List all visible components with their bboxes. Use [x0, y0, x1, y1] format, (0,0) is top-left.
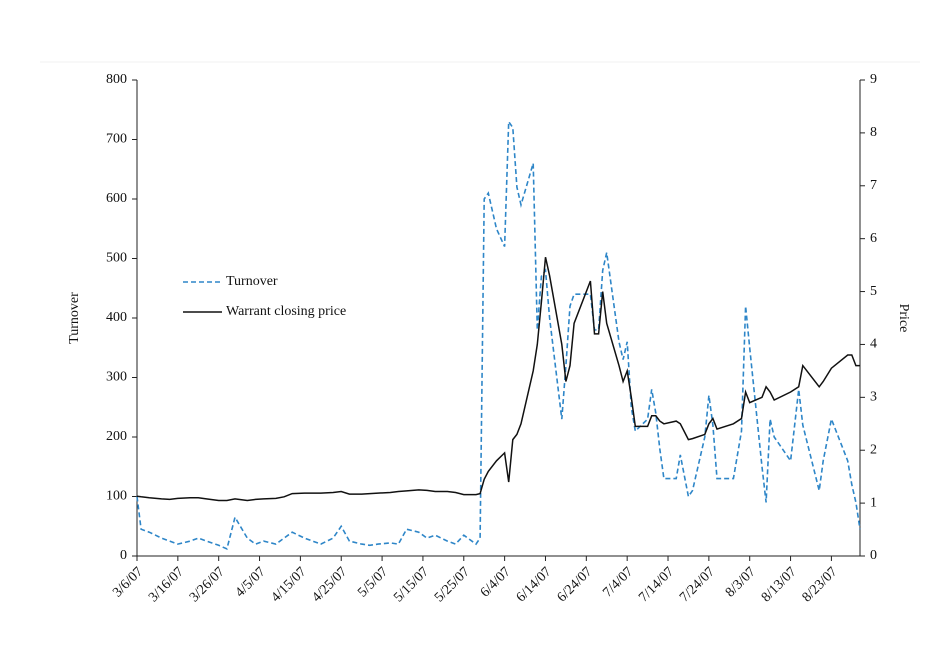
y2-tick-label: 0	[870, 548, 877, 563]
series-line	[136, 257, 860, 502]
x-tick-label: 5/25/07	[432, 564, 473, 605]
x-tick-label: 8/3/07	[723, 564, 759, 600]
y-tick-label: 0	[120, 548, 127, 563]
y-tick-label: 400	[106, 310, 127, 325]
y-tick-label: 200	[106, 429, 127, 444]
y-tick-label: 600	[106, 191, 127, 206]
y2-tick-label: 3	[870, 390, 877, 405]
x-tick-label: 7/4/07	[600, 564, 636, 600]
x-tick-label: 6/14/07	[514, 564, 555, 605]
y2-tick-label: 1	[870, 495, 877, 510]
x-tick-label: 3/26/07	[187, 564, 228, 605]
y-tick-label: 300	[106, 370, 127, 385]
y2-axis-label: Price	[896, 304, 911, 333]
y2-tick-label: 5	[870, 284, 877, 299]
x-tick-label: 5/5/07	[355, 564, 391, 600]
y2-tick-label: 6	[870, 231, 877, 246]
y-tick-label: 100	[106, 489, 127, 504]
x-tick-label: 4/15/07	[269, 564, 310, 605]
x-tick-label: 7/14/07	[636, 564, 677, 605]
legend-label: Warrant closing price	[226, 304, 346, 319]
y2-tick-label: 7	[870, 178, 877, 193]
y-tick-label: 500	[106, 251, 127, 266]
y2-tick-label: 2	[870, 442, 877, 457]
x-tick-label: 8/23/07	[800, 564, 841, 605]
x-tick-label: 7/24/07	[677, 564, 718, 605]
x-tick-label: 8/13/07	[759, 564, 800, 605]
y2-tick-label: 9	[870, 72, 877, 87]
legend-label: Turnover	[226, 274, 278, 289]
x-tick-label: 4/25/07	[309, 564, 350, 605]
series-line	[136, 119, 861, 551]
y-axis-label: Turnover	[67, 292, 82, 344]
x-tick-label: 6/4/07	[478, 564, 514, 600]
x-tick-label: 6/24/07	[555, 564, 596, 605]
y-tick-label: 800	[106, 72, 127, 87]
x-tick-label: 5/15/07	[391, 564, 432, 605]
y-tick-label: 700	[106, 132, 127, 147]
y2-tick-label: 4	[870, 337, 877, 352]
y2-tick-label: 8	[870, 125, 877, 140]
x-tick-label: 3/6/07	[110, 564, 146, 600]
x-tick-label: 3/16/07	[146, 564, 187, 605]
x-tick-label: 4/5/07	[233, 564, 269, 600]
